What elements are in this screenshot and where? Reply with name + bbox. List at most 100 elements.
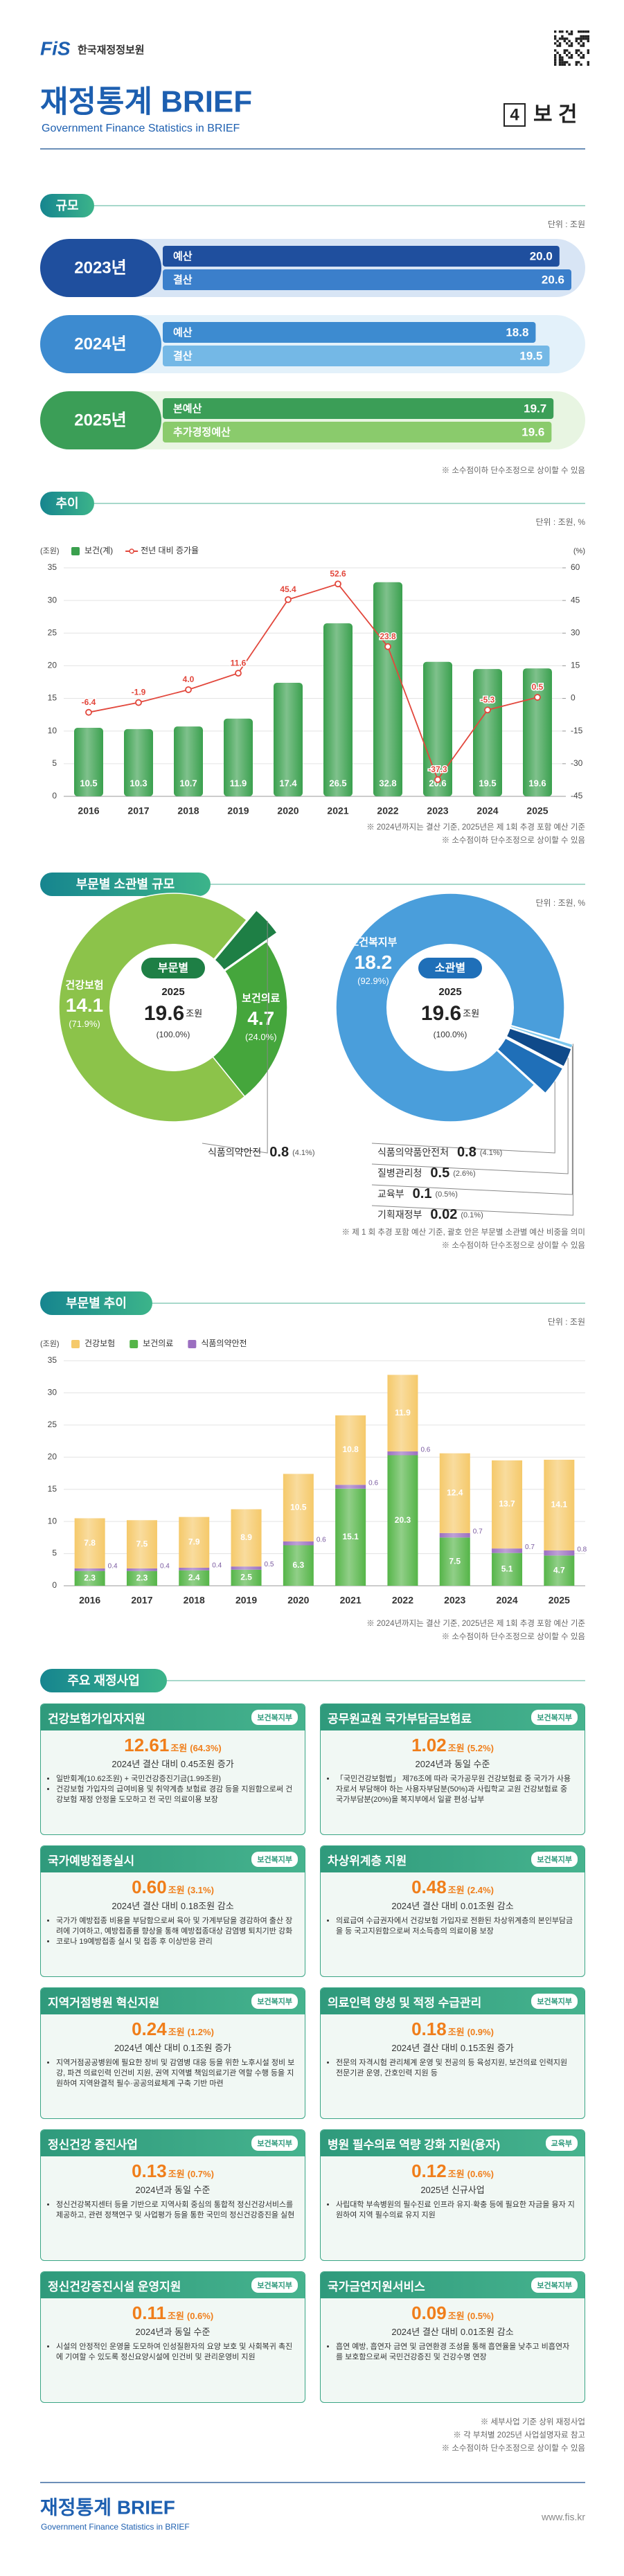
y-tick-label: 25 (48, 627, 57, 637)
external-label: 식품의약품안전처 0.8 (4.1%) (377, 1145, 502, 1160)
qr-cell (556, 44, 559, 47)
qr-cell (554, 61, 557, 64)
unit: 단위 : 조원 (548, 1317, 585, 1327)
x-tick-label: 2018 (184, 1595, 205, 1606)
qr-cell (585, 37, 587, 40)
external-label-part: 0.8 (457, 1145, 476, 1160)
qr-cell (566, 30, 569, 33)
qr-cell (582, 44, 585, 47)
section-pill (40, 1669, 167, 1692)
qr-cell (582, 54, 585, 57)
bar-value-label: 20.6 (429, 778, 446, 788)
line-point (484, 706, 491, 714)
note: ※ 제 1 회 추경 포함 예산 기준, 괄호 안은 부문별 소관별 예산 비중… (342, 1227, 585, 1237)
external-label-part: 0.8 (269, 1145, 289, 1160)
year-pill (40, 239, 161, 297)
year-label: 2023년 (74, 258, 126, 277)
bar-value-label: 11.9 (230, 778, 247, 788)
qr-cell (575, 39, 578, 42)
bar-value-label: 19.6 (528, 778, 546, 788)
line-value-label: 0.5 (532, 682, 544, 692)
legend-label: 건강보험 (84, 1339, 115, 1348)
x-tick-label: 2018 (177, 805, 199, 816)
bar (163, 246, 560, 267)
legend-swatch (130, 1340, 139, 1348)
qr-cell (558, 56, 562, 59)
qr-cell (558, 44, 562, 47)
footer-title: 재정통계 BRIEF (40, 2496, 175, 2518)
section-pill (40, 1291, 152, 1315)
segment-label: 2.3 (136, 1573, 148, 1582)
bar-segment (74, 1518, 105, 1568)
segment-label: 4.7 (553, 1565, 565, 1575)
qr-cell (568, 44, 571, 47)
year-pill (40, 391, 161, 449)
bar-segment (179, 1568, 210, 1571)
qr-cell (568, 56, 571, 59)
x-tick-label: 2024 (476, 805, 498, 816)
segment-label: 20.3 (395, 1515, 411, 1525)
line-point (235, 670, 242, 677)
slice-value: 4.7 (247, 1008, 274, 1029)
segment-label: 12.4 (447, 1487, 463, 1497)
segment-label: 7.9 (188, 1537, 200, 1546)
bar-segment (283, 1541, 314, 1546)
x-tick-label: 2016 (78, 805, 99, 816)
leader-line (371, 1081, 555, 1154)
line-value-label: 11.6 (231, 658, 247, 668)
center-pill (418, 958, 482, 978)
bar-value-label: 10.7 (179, 778, 197, 788)
qr-cell (575, 49, 578, 52)
qr-cell (570, 54, 573, 57)
bar-segment (387, 1375, 418, 1451)
x-tick-label: 2021 (327, 805, 348, 816)
center-title: 소관별 (435, 962, 465, 974)
qr-cell (568, 63, 571, 66)
bar-segment (387, 1455, 418, 1586)
year-label: 2025년 (74, 411, 126, 429)
y-tick-label: 0 (52, 791, 57, 800)
qr-cell (558, 42, 562, 45)
bar-segment (387, 1451, 418, 1456)
qr-cell (554, 37, 557, 40)
bar (74, 728, 103, 796)
center-share: (100.0%) (157, 1030, 190, 1039)
qr-cell (554, 63, 557, 66)
value-label: 18.8 (506, 325, 528, 339)
line (88, 583, 538, 781)
center-total-part: 19.6 (144, 1002, 184, 1025)
qr-cell (585, 35, 587, 38)
center-total-part: 조원 (186, 1008, 202, 1019)
bar-value-label: 32.8 (379, 778, 396, 788)
external-label-part: 0.02 (430, 1207, 457, 1222)
line-value-label: -37.3 (428, 764, 447, 774)
y2-tick-label: -30 (571, 758, 583, 768)
segment-label: 13.7 (499, 1499, 515, 1509)
external-label-part: (0.5%) (435, 1190, 457, 1199)
qr-cell (566, 49, 569, 52)
y2-tick-label: 45 (571, 595, 580, 605)
segment-label: 7.8 (84, 1538, 96, 1548)
logo: FiS (40, 37, 71, 59)
segment-label: 0.6 (317, 1536, 326, 1544)
org-name: 한국재정정보원 (78, 44, 145, 56)
segment-label: 11.9 (395, 1408, 411, 1417)
segment-label: 0.4 (108, 1562, 118, 1570)
bar-segment (335, 1488, 366, 1586)
bar (523, 668, 552, 796)
y-tick-label: 35 (48, 562, 57, 572)
bar-segment (544, 1460, 575, 1550)
external-label: 기획재정부 0.02 (0.1%) (377, 1207, 483, 1222)
x-tick-label: 2016 (79, 1595, 100, 1606)
unit: 단위 : 조원, % (535, 517, 585, 527)
section-title: 추이 (55, 497, 78, 510)
qr-cell (561, 61, 564, 64)
segment-label: 6.3 (293, 1560, 305, 1570)
center-year: 2025 (438, 986, 461, 998)
bar-segment (439, 1537, 470, 1586)
y-tick-label: 0 (52, 1580, 57, 1590)
qr-cell (575, 51, 578, 54)
note: ※ 소수점이하 단수조정으로 상이할 수 있음 (442, 835, 585, 845)
y2-tick-label: 15 (571, 661, 580, 670)
